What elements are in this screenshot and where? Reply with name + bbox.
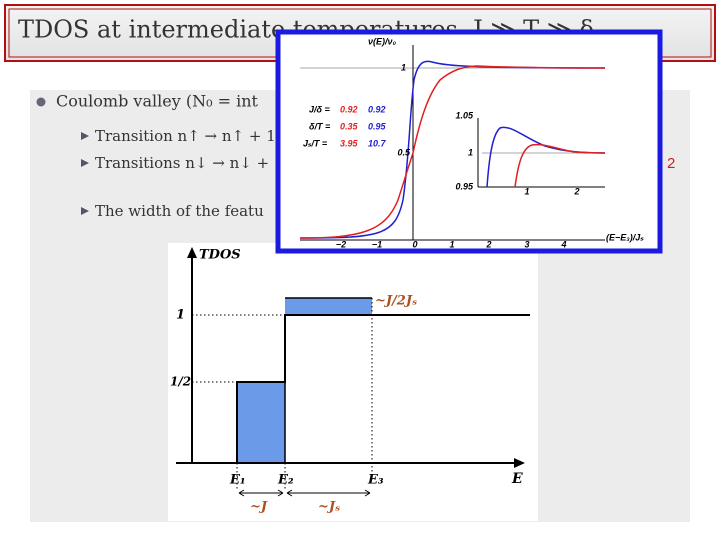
param-value: 0.95	[368, 121, 387, 131]
x-tick-label: 1	[449, 239, 454, 249]
y-tick-label: 0.5	[397, 147, 411, 157]
param-name: δ/T =	[309, 121, 331, 131]
side-note: 2	[667, 155, 675, 172]
zoom-x-tick-label: 1	[524, 186, 529, 196]
arrow-head	[514, 458, 525, 468]
step-region	[285, 298, 372, 315]
axis-label: TDOS	[199, 248, 241, 263]
width-arrow	[286, 489, 371, 497]
energy-label: E₁	[229, 473, 246, 488]
sub-bullet-text: Transition n↑ → n↑ + 1	[95, 127, 276, 145]
param-value: 0.92	[340, 104, 358, 114]
param-name: Jₛ/T =	[303, 138, 328, 148]
sub-bullet	[81, 159, 89, 167]
axis-label: (E−E₃)/Jₛ	[606, 232, 644, 242]
figure-panel	[168, 243, 538, 521]
width-label: ~Jₛ	[318, 500, 340, 515]
sub-bullet	[81, 207, 89, 215]
param-value: 0.35	[340, 121, 359, 131]
param-value: 0.92	[368, 104, 386, 114]
x-tick-label: −1	[372, 239, 382, 249]
curve-blue	[299, 60, 606, 239]
inset-figure: ν(E)/ν₀ (E−E₃)/Jₛ −2 −1 0 1 2 3 4 1 0.5 …	[275, 29, 663, 254]
sub-bullet	[81, 132, 89, 140]
tdos-figure: TDOS E 1 1/2 ~J/2Jₛ E₁ E₂ E₃ ~J ~Jₛ	[168, 243, 538, 521]
energy-label: E₂	[277, 473, 294, 488]
step-region	[236, 381, 286, 464]
param-value: 3.95	[340, 138, 359, 148]
zoom-y-tick-label: 1	[468, 147, 473, 157]
x-tick-label: −2	[336, 239, 346, 249]
zoom-y-tick-label: 1.05	[455, 110, 474, 120]
sub-bullet-text: Transitions n↓ → n↓ +	[95, 154, 269, 172]
x-tick-label: 0	[412, 239, 417, 249]
bullet-dot	[36, 97, 46, 107]
inset-frame	[275, 29, 663, 254]
x-tick-label: 4	[560, 239, 566, 249]
y-tick-label: 1	[401, 62, 406, 72]
level-label: 1	[176, 308, 185, 323]
axis-label: ν(E)/ν₀	[368, 36, 397, 46]
width-label: ~J	[250, 500, 268, 515]
arrow-head	[187, 247, 197, 258]
level-label: 1/2	[170, 375, 191, 389]
zoom-x-tick-label: 2	[573, 186, 579, 196]
x-tick-label: 2	[485, 239, 491, 249]
step-label: ~J/2Jₛ	[375, 294, 417, 309]
zoom-curve-red	[514, 143, 606, 188]
sub-bullet-text: The width of the featu	[95, 202, 264, 220]
param-value: 10.7	[368, 138, 387, 148]
width-arrow	[238, 489, 284, 497]
zoom-y-tick-label: 0.95	[455, 181, 474, 191]
energy-label: E₃	[367, 473, 384, 488]
param-name: J/δ =	[309, 104, 330, 114]
bullet-text: Coulomb valley (N₀ = int	[56, 92, 258, 111]
x-tick-label: 3	[524, 239, 529, 249]
curve-red	[299, 65, 606, 239]
axis-label: E	[511, 471, 523, 487]
